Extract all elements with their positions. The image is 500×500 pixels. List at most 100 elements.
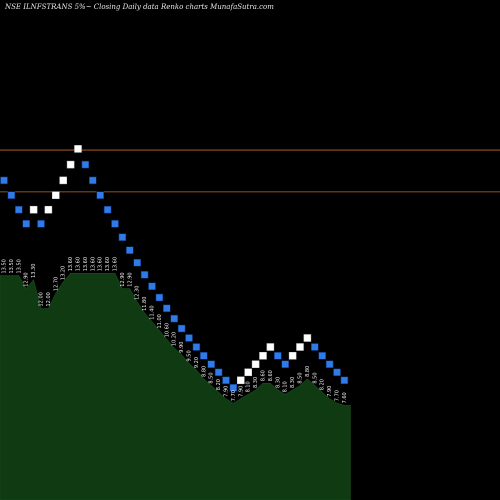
renko-brick-35 — [259, 352, 267, 360]
renko-brick-23 — [170, 314, 178, 323]
renko-brick-18 — [133, 258, 141, 267]
renko-brick-27 — [200, 352, 208, 360]
area-value-label-7: 12.70 — [53, 277, 59, 291]
renko-brick-20 — [148, 282, 156, 291]
renko-brick-32 — [237, 376, 245, 385]
area-value-label-15: 13.60 — [113, 257, 119, 271]
area-value-label-6: 12.00 — [46, 292, 52, 306]
renko-brick-40 — [296, 343, 304, 351]
renko-bricks-layer — [0, 145, 349, 392]
renko-brick-16 — [118, 233, 127, 241]
renko-brick-26 — [192, 343, 201, 351]
renko-brick-25 — [185, 334, 193, 342]
renko-brick-45 — [333, 368, 341, 377]
renko-brick-37 — [274, 352, 282, 360]
area-value-label-4: 13.30 — [31, 264, 37, 278]
area-value-label-33: 8.10 — [246, 381, 252, 392]
area-value-label-2: 13.50 — [16, 259, 22, 273]
renko-brick-19 — [140, 271, 149, 279]
area-value-label-34: 8.30 — [253, 377, 259, 388]
renko-brick-5 — [37, 220, 45, 228]
renko-brick-8 — [59, 176, 67, 185]
area-value-label-32: 7.90 — [238, 386, 244, 397]
renko-brick-0 — [0, 176, 8, 185]
renko-brick-4 — [29, 205, 38, 214]
renko-brick-39 — [288, 352, 297, 360]
renko-brick-34 — [251, 360, 260, 368]
horizontal-lines-layer — [0, 149, 500, 193]
area-value-label-12: 13.60 — [90, 257, 96, 271]
renko-brick-24 — [177, 324, 186, 333]
area-value-label-17: 12.90 — [127, 272, 133, 286]
area-value-label-28: 8.50 — [209, 372, 215, 383]
area-value-label-18: 12.30 — [135, 286, 141, 300]
renko-brick-30 — [222, 376, 230, 385]
area-value-label-21: 11.00 — [157, 314, 163, 328]
area-value-label-44: 7.90 — [327, 386, 333, 397]
area-value-label-10: 13.60 — [76, 257, 82, 271]
area-value-label-19: 11.80 — [142, 297, 148, 311]
area-value-label-24: 9.90 — [179, 342, 185, 353]
area-value-label-20: 11.40 — [150, 305, 156, 319]
renko-brick-3 — [22, 220, 30, 228]
renko-brick-10 — [74, 145, 82, 153]
area-value-label-25: 9.50 — [187, 350, 193, 361]
area-value-label-46: 7.60 — [342, 392, 348, 403]
renko-brick-11 — [81, 160, 90, 169]
area-value-label-16: 12.90 — [120, 272, 126, 286]
renko-brick-38 — [281, 360, 289, 368]
renko-brick-12 — [89, 176, 97, 185]
area-value-label-22: 10.60 — [164, 323, 170, 337]
renko-brick-17 — [126, 246, 134, 254]
area-series — [0, 273, 351, 500]
area-value-label-40: 8.50 — [298, 372, 304, 383]
renko-brick-36 — [266, 343, 275, 351]
area-value-label-11: 13.60 — [83, 257, 89, 271]
area-value-label-41: 8.80 — [305, 366, 311, 377]
renko-brick-21 — [155, 293, 164, 302]
area-value-label-36: 8.60 — [268, 370, 274, 381]
area-value-label-30: 7.90 — [224, 386, 230, 397]
renko-brick-13 — [96, 191, 104, 199]
renko-brick-15 — [111, 220, 119, 228]
renko-brick-43 — [318, 352, 326, 360]
area-value-label-31: 7.70 — [231, 390, 237, 401]
renko-brick-22 — [163, 304, 171, 313]
renko-brick-42 — [311, 343, 319, 351]
area-value-label-8: 13.20 — [61, 266, 67, 280]
renko-brick-14 — [103, 205, 112, 214]
area-value-label-29: 8.20 — [216, 379, 222, 390]
renko-brick-29 — [214, 368, 223, 377]
area-value-label-27: 8.80 — [201, 366, 207, 377]
area-value-label-38: 8.10 — [283, 381, 289, 392]
volume-area-layer — [0, 273, 351, 500]
renko-brick-6 — [44, 205, 53, 214]
renko-brick-46 — [340, 376, 349, 385]
area-value-label-43: 8.20 — [320, 379, 326, 390]
renko-brick-44 — [325, 360, 334, 368]
area-value-label-23: 10.20 — [172, 332, 178, 346]
chart-title: NSE ILNFSTRANS 5%~ Closing Daily data Re… — [4, 3, 274, 11]
area-value-label-39: 8.30 — [290, 377, 296, 388]
renko-brick-2 — [15, 205, 23, 214]
area-value-label-35: 8.60 — [261, 370, 267, 381]
area-value-label-3: 12.90 — [24, 272, 30, 286]
renko-brick-7 — [52, 191, 60, 199]
renko-brick-33 — [244, 368, 252, 377]
area-value-label-26: 9.20 — [194, 357, 200, 368]
area-value-label-13: 13.60 — [98, 257, 104, 271]
area-value-label-1: 13.50 — [9, 259, 15, 273]
area-value-label-42: 8.50 — [312, 372, 318, 383]
area-value-label-45: 7.70 — [335, 390, 341, 401]
renko-brick-9 — [66, 160, 75, 169]
renko-brick-1 — [7, 191, 16, 199]
area-value-label-0: 13.50 — [2, 259, 8, 273]
renko-brick-41 — [303, 334, 312, 342]
area-value-label-5: 12.00 — [39, 292, 45, 306]
area-value-label-9: 13.60 — [68, 257, 74, 271]
renko-brick-28 — [207, 360, 215, 368]
area-value-label-14: 13.60 — [105, 257, 111, 271]
